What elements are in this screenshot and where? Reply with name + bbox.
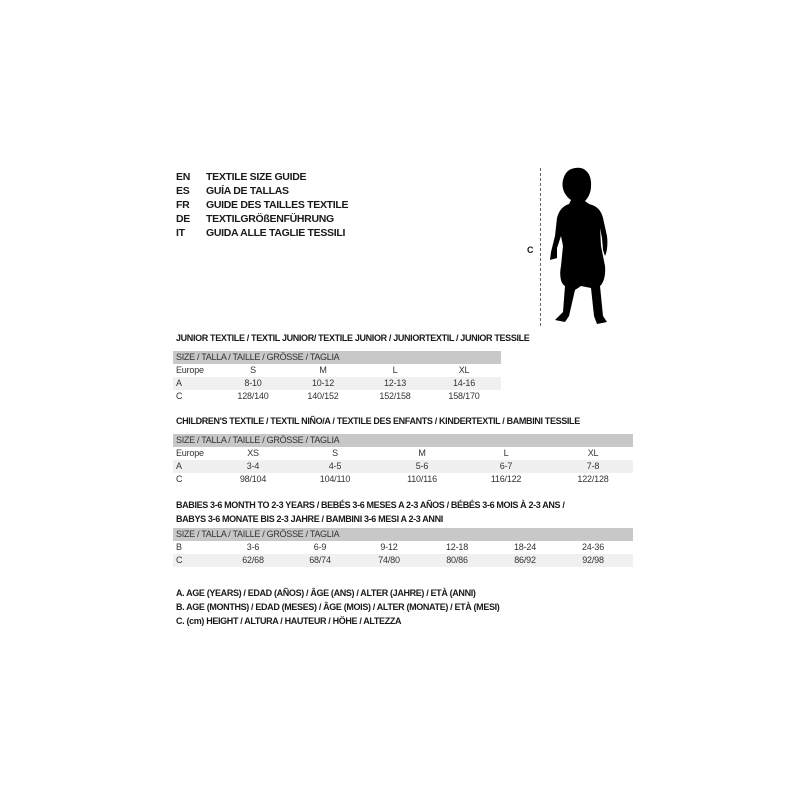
table-row: C 62/68 68/74 74/80 80/86 86/92 92/98 (173, 554, 633, 567)
section-title: JUNIOR TEXTILE / TEXTIL JUNIOR/ TEXTILE … (176, 333, 530, 343)
section-title: CHILDREN'S TEXTILE / TEXTIL NIÑO/A / TEX… (176, 416, 580, 426)
language-code: EN (176, 171, 190, 183)
table-cell: 128/140 (237, 391, 269, 401)
table-cell: 86/92 (514, 555, 536, 565)
table-cell: 98/104 (239, 474, 267, 484)
language-code: IT (176, 227, 185, 239)
table-cell: S (250, 365, 256, 375)
table-cell: 6-9 (313, 542, 327, 552)
language-code: DE (176, 213, 190, 225)
table-cell: 24-36 (581, 542, 605, 552)
table-row: C 98/104 104/110 110/116 116/122 122/128 (173, 473, 633, 486)
language-line: DE TEXTILGRÖßENFÜHRUNG (176, 212, 348, 226)
legend-note: C. (cm) HEIGHT / ALTURA / HAUTEUR / HÖHE… (176, 616, 402, 626)
table-cell: M (418, 448, 426, 458)
table-cell: 12-13 (383, 378, 407, 388)
table-row: A 8-10 10-12 12-13 14-16 (173, 377, 501, 390)
size-table: SIZE / TALLA / TAILLE / GRÖSSE / TAGLIA B… (173, 528, 633, 567)
language-line: IT GUIDA ALLE TAGLIE TESSILI (176, 226, 348, 240)
table-cell: L (392, 365, 398, 375)
table-cell: 110/116 (407, 474, 437, 484)
row-label: A (176, 378, 182, 388)
language-code: FR (176, 199, 190, 211)
table-cell: 4-5 (328, 461, 342, 471)
row-label: Europe (176, 448, 204, 458)
language-title: GUIDA ALLE TAGLIE TESSILI (206, 227, 346, 239)
table-header: SIZE / TALLA / TAILLE / GRÖSSE / TAGLIA (173, 528, 633, 541)
row-label: Europe (176, 365, 204, 375)
table-cell: 74/80 (378, 555, 400, 565)
table-cell: 9-12 (380, 542, 398, 552)
language-title: GUIDE DES TAILLES TEXTILE (206, 199, 349, 211)
table-cell: 116/122 (490, 474, 522, 484)
table-cell: 6-7 (499, 461, 513, 471)
table-cell: 158/170 (448, 391, 480, 401)
table-cell: 62/68 (242, 555, 264, 565)
childrens-textile-section: CHILDREN'S TEXTILE / TEXTIL NIÑO/A / TEX… (173, 414, 633, 486)
language-list: EN TEXTILE SIZE GUIDE ES GUÍA DE TALLAS FR GU… (176, 170, 349, 240)
table-cell: S (332, 448, 338, 458)
table-cell: M (319, 365, 327, 375)
table-cell: 5-6 (415, 461, 429, 471)
table-cell: 7-8 (586, 461, 600, 471)
row-label: C (176, 474, 183, 484)
row-label: B (176, 542, 182, 552)
table-cell: 68/74 (309, 555, 331, 565)
table-row: Europe S M L XL (173, 364, 501, 377)
section-title: BABYS 3-6 MONATE BIS 2-3 JAHRE / BAMBINI… (176, 514, 443, 524)
table-row: C 128/140 140/152 152/158 158/170 (173, 390, 501, 403)
language-title: TEXTILE SIZE GUIDE (206, 171, 307, 183)
table-cell: 3-6 (246, 542, 260, 552)
table-cell: 18-24 (513, 542, 537, 552)
size-table: SIZE / TALLA / TAILLE / GRÖSSE / TAGLIA E… (173, 351, 501, 403)
table-cell: 80/86 (446, 555, 468, 565)
table-header: SIZE / TALLA / TAILLE / GRÖSSE / TAGLIA (173, 351, 501, 364)
row-label: C (176, 555, 183, 565)
table-cell: 12-18 (445, 542, 469, 552)
table-row: A 3-4 4-5 5-6 6-7 7-8 (173, 460, 633, 473)
language-title: TEXTILGRÖßENFÜHRUNG (206, 213, 334, 225)
size-table: SIZE / TALLA / TAILLE / GRÖSSE / TAGLIA E… (173, 434, 633, 486)
row-label: A (176, 461, 182, 471)
table-cell: 140/152 (307, 391, 339, 401)
junior-textile-section: JUNIOR TEXTILE / TEXTIL JUNIOR/ TEXTILE … (173, 331, 530, 403)
table-header: SIZE / TALLA / TAILLE / GRÖSSE / TAGLIA (173, 434, 633, 447)
row-label: C (176, 391, 183, 401)
legend-notes: A. AGE (YEARS) / EDAD (AÑOS) / ÂGE (ANS)… (176, 586, 500, 628)
language-title: GUÍA DE TALLAS (206, 185, 289, 197)
language-line: EN TEXTILE SIZE GUIDE (176, 170, 348, 184)
table-cell: 152/158 (379, 391, 411, 401)
table-cell: 8-10 (244, 378, 262, 388)
babies-textile-section: BABIES 3-6 MONTH TO 2-3 YEARS / BEBÉS 3-… (173, 498, 633, 567)
table-cell: 92/98 (582, 555, 604, 565)
table-row: B 3-6 6-9 9-12 12-18 18-24 24-36 (173, 541, 633, 554)
table-cell: XL (458, 365, 470, 375)
table-cell: 3-4 (246, 461, 260, 471)
table-cell: L (503, 448, 509, 458)
legend-note: A. AGE (YEARS) / EDAD (AÑOS) / ÂGE (ANS)… (176, 588, 476, 598)
table-cell: 104/110 (319, 474, 351, 484)
table-cell: XS (247, 448, 259, 458)
table-cell: 14-16 (452, 378, 476, 388)
table-cell: 10-12 (311, 378, 335, 388)
language-code: ES (176, 185, 190, 197)
height-measure-label: C (527, 245, 534, 255)
legend-note: B. AGE (MONTHS) / EDAD (MESES) / ÂGE (MO… (176, 602, 500, 612)
table-cell: 122/128 (577, 474, 609, 484)
child-silhouette-icon (550, 167, 608, 324)
language-line: FR GUIDE DES TAILLES TEXTILE (176, 198, 349, 212)
section-title: BABIES 3-6 MONTH TO 2-3 YEARS / BEBÉS 3-… (176, 500, 565, 510)
table-row: Europe XS S M L XL (173, 447, 633, 460)
table-cell: XL (587, 448, 599, 458)
height-measure-line (540, 168, 541, 326)
language-line: ES GUÍA DE TALLAS (176, 184, 348, 198)
